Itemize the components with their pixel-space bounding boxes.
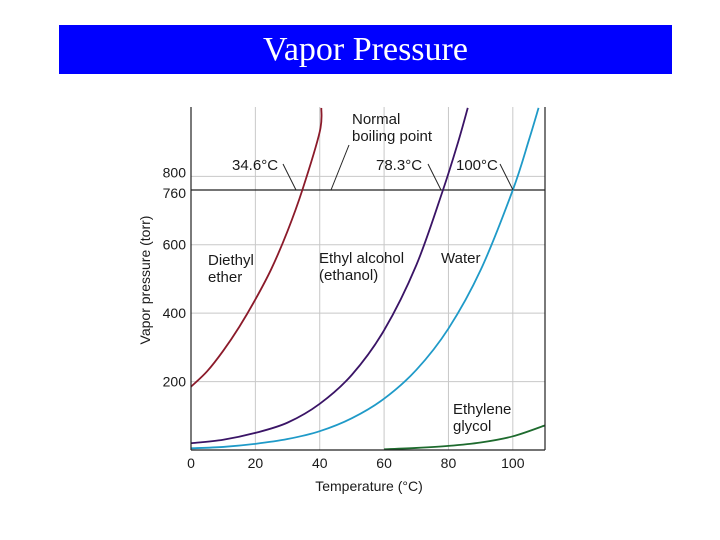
x-tick-label-100: 100 <box>501 455 525 471</box>
series-label-ethylene-glycol-line-1: glycol <box>453 418 491 435</box>
grid <box>191 107 545 450</box>
slide-title: Vapor Pressure <box>59 25 672 74</box>
series-line-diethyl-ether <box>191 107 323 388</box>
normal-bp-label-line-1: boiling point <box>352 128 433 145</box>
x-tick-label-80: 80 <box>441 455 457 471</box>
normal-bp-pointer <box>330 144 350 191</box>
bp-label-2: 100°C <box>456 157 498 174</box>
x-tick-label-60: 60 <box>376 455 392 471</box>
series-line-ethylene-glycol <box>384 424 545 450</box>
series-label-diethyl-ether-line-1: ether <box>208 269 242 286</box>
bp-label-0: 34.6°C <box>232 157 278 174</box>
series-label-ethylene-glycol-line-0: Ethylene <box>453 401 511 418</box>
y-tick-label-200: 200 <box>163 374 187 390</box>
y-tick-label-800: 800 <box>163 164 187 180</box>
bp-pointer-1 <box>427 163 442 191</box>
y-tick-label-400: 400 <box>163 305 187 321</box>
bp-pointer-0 <box>282 163 297 191</box>
y-axis-label: Vapor pressure (torr) <box>137 216 153 345</box>
normal-bp-label-line-0: Normal <box>352 111 400 128</box>
axes <box>190 107 546 451</box>
x-tick-label-40: 40 <box>312 455 328 471</box>
x-tick-label-0: 0 <box>187 455 195 471</box>
y-tick-label-600: 600 <box>163 237 187 253</box>
bp-label-1: 78.3°C <box>376 157 422 174</box>
series-label-water-line-0: Water <box>441 250 480 267</box>
bp-pointer-2 <box>499 163 514 191</box>
series-line-ethyl-alcohol-ethanol <box>191 107 469 445</box>
series-label-ethyl-alcohol-ethanol-line-0: Ethyl alcohol <box>319 250 404 267</box>
series-label-ethyl-alcohol-ethanol-line-1: (ethanol) <box>319 267 378 284</box>
series-label-diethyl-ether-line-0: Diethyl <box>208 252 254 269</box>
x-tick-label-20: 20 <box>248 455 264 471</box>
y-tick-label-760: 760 <box>163 185 187 201</box>
x-axis-label: Temperature (°C) <box>315 478 423 494</box>
tick-labels: 0 20 40 60 80 100 200 400 600 760 800 Temperature (… <box>137 164 525 494</box>
